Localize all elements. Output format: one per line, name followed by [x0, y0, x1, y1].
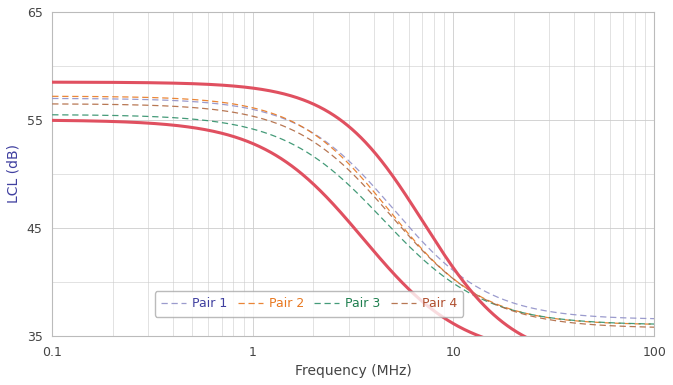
- Pair 2: [85, 94, 93, 99]
- Pair 2: [48, 94, 57, 99]
- Pair 2: [413, 242, 421, 246]
- Pair 3: [505, 307, 513, 311]
- Pair 4: [398, 226, 406, 230]
- Pair 4: [650, 325, 658, 330]
- Pair 4: [85, 102, 93, 107]
- Pair 1: [85, 96, 93, 101]
- Pair 3: [650, 322, 658, 326]
- Pair 1: [505, 299, 513, 304]
- Pair 3: [413, 252, 421, 257]
- Line: Pair 4: Pair 4: [52, 104, 654, 327]
- Pair 4: [413, 243, 421, 248]
- Pair 3: [567, 318, 575, 322]
- Pair 2: [567, 318, 575, 323]
- Line: Pair 3: Pair 3: [52, 115, 654, 324]
- Pair 4: [505, 307, 513, 312]
- Pair 2: [398, 223, 406, 228]
- Pair 1: [48, 96, 57, 101]
- Legend: Pair 1, Pair 2, Pair 3, Pair 4: Pair 1, Pair 2, Pair 3, Pair 4: [155, 291, 463, 316]
- Pair 3: [48, 112, 57, 117]
- Pair 1: [650, 316, 658, 321]
- Line: Pair 2: Pair 2: [52, 96, 654, 324]
- Pair 1: [413, 234, 421, 239]
- Y-axis label: LCL (dB): LCL (dB): [7, 144, 21, 203]
- Pair 2: [505, 306, 513, 311]
- Pair 1: [431, 253, 439, 257]
- Pair 3: [85, 113, 93, 117]
- Pair 3: [398, 237, 406, 241]
- X-axis label: Frequency (MHz): Frequency (MHz): [295, 364, 412, 378]
- Pair 4: [567, 320, 575, 325]
- Pair 4: [431, 261, 439, 266]
- Line: Pair 1: Pair 1: [52, 99, 654, 319]
- Pair 4: [48, 102, 57, 106]
- Pair 1: [567, 312, 575, 316]
- Pair 1: [398, 216, 406, 221]
- Pair 2: [650, 322, 658, 326]
- Pair 2: [431, 261, 439, 266]
- Pair 3: [431, 268, 439, 273]
